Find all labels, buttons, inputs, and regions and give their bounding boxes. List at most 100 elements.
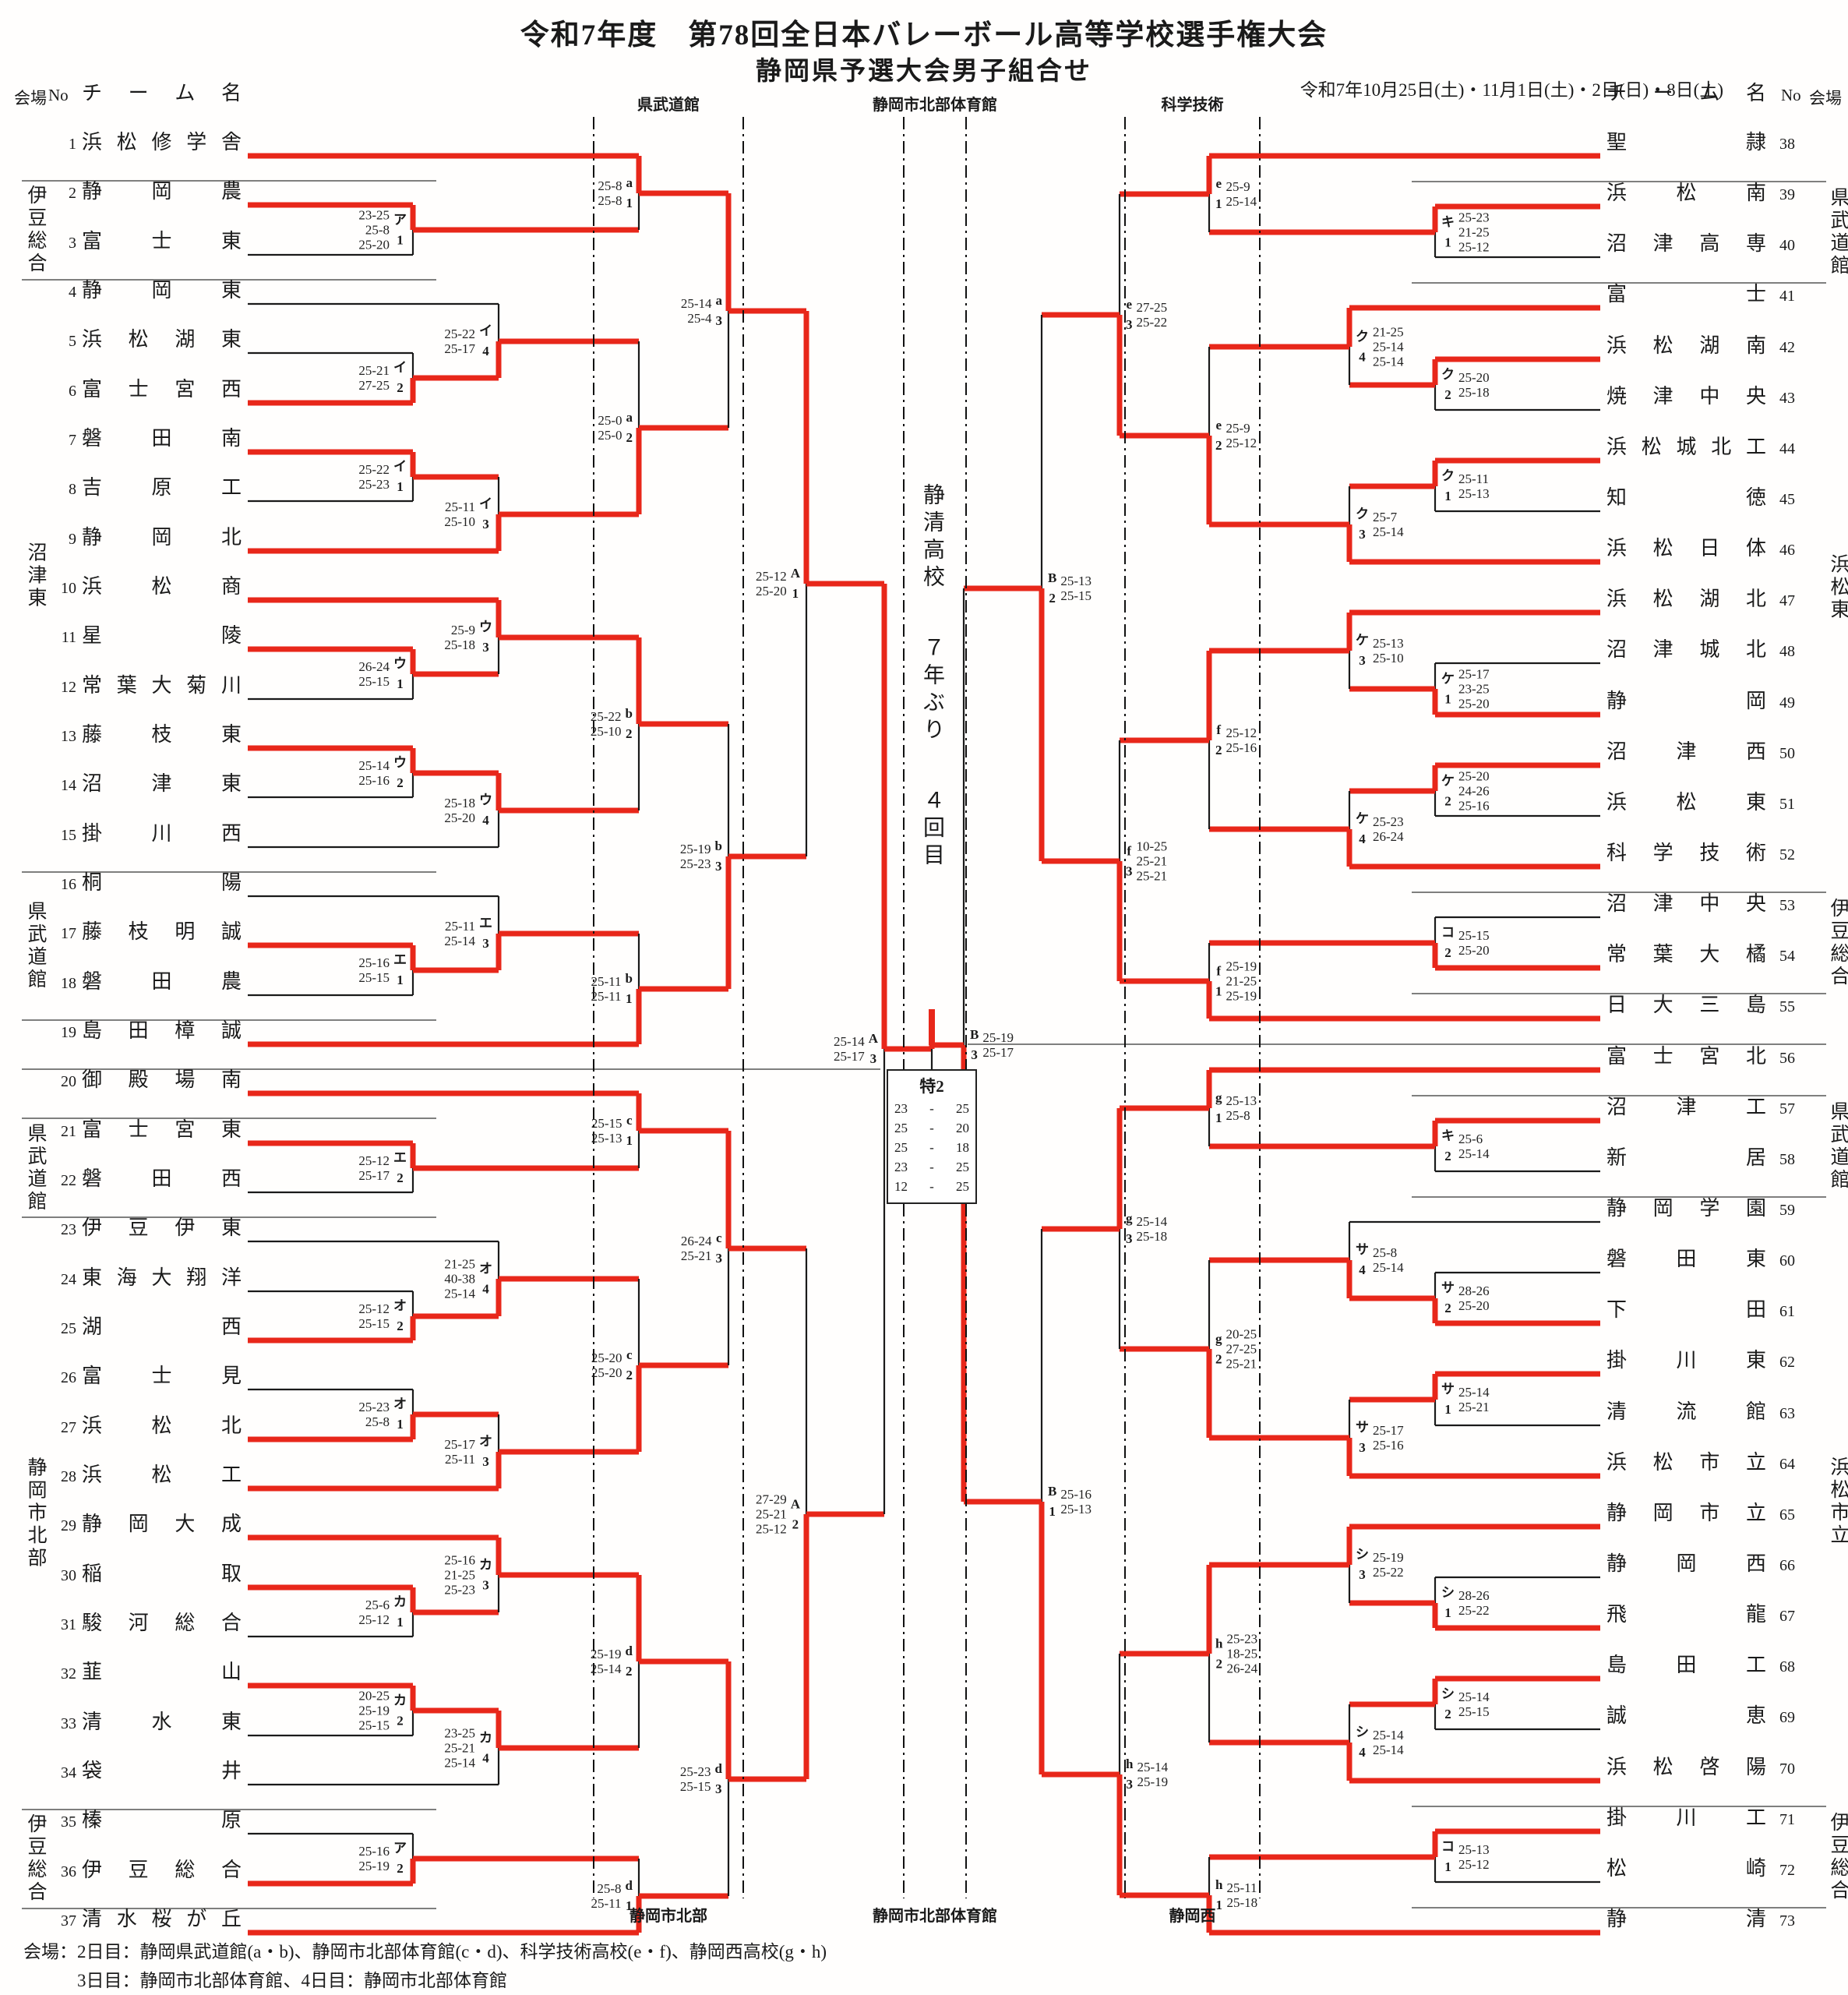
match-label-シ1: シ 1 28-26 25-22 — [1441, 1586, 1490, 1620]
set-score: 25-11 — [591, 989, 622, 1004]
char: 中 — [1699, 892, 1720, 915]
match-number: 3 — [482, 1454, 489, 1469]
match-letter: d — [714, 1761, 722, 1776]
team-name-31: 駿河総合 — [82, 1611, 242, 1636]
set-score: 25-15 — [1060, 588, 1092, 603]
team-name-35: 榛原 — [82, 1808, 242, 1833]
set-score: 25-19 — [590, 1647, 622, 1661]
team-no-15: 15 — [61, 827, 76, 844]
match-number: 2 — [1444, 1149, 1451, 1163]
char: 東 — [1745, 1248, 1766, 1270]
match-number: 3 — [1359, 1440, 1366, 1455]
footer-venue-note-1: 会場：2日目：静岡県武道館(a・b)、静岡市北部体育館(c・d)、科学技術高校(… — [23, 1942, 827, 1961]
set-score: 25-17 — [834, 1049, 865, 1064]
char: 合 — [220, 1859, 242, 1881]
page-title: 令和7年度 第78回全日本バレーボール高等学校選手権大会 — [520, 19, 1328, 51]
match-label-ケ1: ケ 1 25-17 23-25 25-20 — [1441, 667, 1490, 711]
match-number: 4 — [1359, 1745, 1366, 1760]
char: 沼 — [1606, 892, 1628, 915]
match-number: 1 — [1444, 1605, 1451, 1620]
match-label-カ1: 25-6 25-12 カ 1 — [358, 1595, 407, 1630]
char: 城 — [1676, 436, 1697, 458]
char: 陽 — [1745, 1756, 1766, 1778]
match-letter: シ — [1441, 1585, 1455, 1600]
team-name-66: 静岡西 — [1606, 1552, 1766, 1577]
set-score: 25-8 — [1226, 1108, 1250, 1123]
match-label-キ2: キ 2 25-6 25-14 — [1441, 1129, 1490, 1163]
match-label-g3: g 3 25-14 25-18 — [1126, 1212, 1167, 1246]
set-score: 25-4 — [687, 311, 712, 326]
set-score: 25-7 — [1373, 510, 1398, 524]
match-number: 1 — [397, 676, 404, 691]
char: 東 — [82, 1266, 103, 1289]
team-no-30: 30 — [61, 1567, 76, 1584]
team-no-46: 46 — [1779, 542, 1795, 559]
team-name-46: 浜松日体 — [1606, 536, 1766, 561]
match-scores: 25-14 25-17 — [834, 1034, 865, 1064]
match-number: 2 — [1215, 1656, 1222, 1671]
match-number: 3 — [715, 859, 722, 874]
match-scores: 25-14 25-16 — [358, 758, 390, 788]
match-scores: 21-25 40-38 25-14 — [444, 1257, 475, 1301]
char: 工 — [220, 1464, 242, 1486]
set-score: 25-18 — [444, 796, 475, 810]
char: 取 — [220, 1562, 242, 1585]
venue-group-right-0: 県武道館 — [1828, 186, 1848, 277]
venue-group-left-2: 県武道館 — [25, 900, 46, 991]
team-no-33: 33 — [61, 1715, 76, 1732]
match-number: 1 — [1444, 1859, 1451, 1874]
char: 居 — [1745, 1146, 1766, 1169]
team-name-59: 静岡学園 — [1606, 1196, 1766, 1221]
match-label-キ1: キ 1 25-23 21-25 25-12 — [1441, 210, 1490, 255]
char: 岡 — [151, 526, 172, 549]
set-score: 25-11 — [1458, 471, 1490, 486]
char: 沼 — [1606, 638, 1628, 661]
char: 浜 — [82, 131, 103, 154]
set-score: 26-24 — [680, 1234, 712, 1248]
venue-group-left-4: 静岡市北部 — [25, 1457, 46, 1570]
set-score: 25-13 — [1458, 486, 1490, 501]
match-label-g1: g 1 25-13 25-8 — [1215, 1091, 1257, 1125]
match-label-d2: 25-19 25-14 d 2 — [591, 1644, 633, 1679]
final-set: 23 - 25 — [894, 1157, 969, 1177]
set-score: 25-14 — [1458, 1146, 1490, 1161]
match-scores: 25-9 25-12 — [1226, 421, 1257, 450]
char: 静 — [1606, 1908, 1628, 1930]
set-score: 28-26 — [1458, 1284, 1490, 1298]
column-header-venue-right: 会場 — [1809, 89, 1842, 108]
final-set: 25 - 18 — [894, 1138, 969, 1157]
team-no-60: 60 — [1779, 1252, 1795, 1269]
set-score: 23-25 — [1458, 681, 1490, 697]
match-number: 3 — [1126, 1231, 1133, 1246]
set-score: 25-21 — [1226, 1356, 1257, 1372]
char: チ — [1606, 82, 1628, 104]
set-score: 25-20 — [1458, 768, 1490, 784]
set-score: 28-26 — [1458, 1588, 1490, 1603]
char: 韮 — [82, 1661, 103, 1683]
match-scores: 25-20 24-26 25-16 — [1458, 769, 1490, 814]
match-letter: コ — [1441, 1839, 1455, 1854]
match-label-シ2: シ 2 25-14 25-15 — [1441, 1687, 1490, 1721]
char: 啓 — [1699, 1756, 1720, 1778]
team-no-65: 65 — [1779, 1506, 1795, 1524]
char: 東 — [220, 772, 242, 795]
set-score: 25-19 — [1226, 959, 1257, 974]
set-score: 25-14 — [1458, 1690, 1490, 1704]
set-score: 25-14 — [590, 1661, 622, 1676]
char: 南 — [1745, 334, 1766, 357]
match-letter: b — [714, 839, 722, 853]
match-label-g2: g 2 20-25 27-25 25-21 — [1215, 1327, 1257, 1372]
match-label-ク1: ク 1 25-11 25-13 — [1441, 469, 1490, 503]
team-no-56: 56 — [1779, 1050, 1795, 1067]
set-score: 25-14 — [1226, 194, 1257, 209]
match-label-ア2: 25-16 25-19 ア 2 — [358, 1841, 407, 1876]
match-number: 2 — [1444, 1301, 1451, 1315]
match-label-b1: 25-11 25-11 b 1 — [591, 972, 633, 1006]
char: 立 — [1745, 1451, 1766, 1474]
